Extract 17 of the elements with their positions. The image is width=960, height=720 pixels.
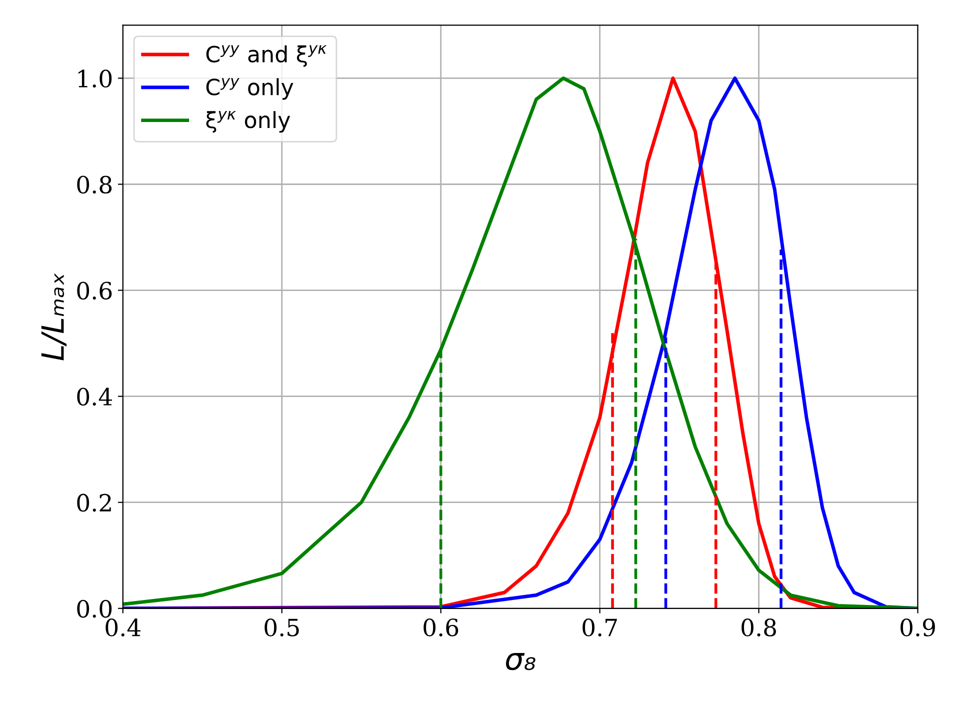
y-tick-label: 0.4 <box>77 388 112 406</box>
y-tick-label: 0.6 <box>77 282 112 300</box>
y-tick-label: 0.8 <box>77 176 112 194</box>
legend-label: C$^{yy}$ and ξ$^{yκ}$ <box>206 45 327 67</box>
x-tick-label: 0.4 <box>106 618 140 636</box>
x-axis-title: σ₈ <box>506 653 536 670</box>
x-tick-label: 0.9 <box>900 618 935 636</box>
x-tick-label: 0.7 <box>582 618 617 636</box>
y-axis-title: L/Lₘₐₓ <box>41 273 67 360</box>
x-tick-label: 0.8 <box>742 618 776 636</box>
legend-label: C$^{yy}$ only <box>206 78 294 100</box>
y-tick-label: 1.0 <box>78 70 112 88</box>
x-tick-label: 0.6 <box>424 618 458 636</box>
y-tick-label: 0.0 <box>77 600 112 618</box>
y-tick-label: 0.2 <box>77 494 111 512</box>
x-tick-label: 0.5 <box>264 618 299 636</box>
legend-label: ξ$^{yκ}$ only <box>206 110 290 133</box>
